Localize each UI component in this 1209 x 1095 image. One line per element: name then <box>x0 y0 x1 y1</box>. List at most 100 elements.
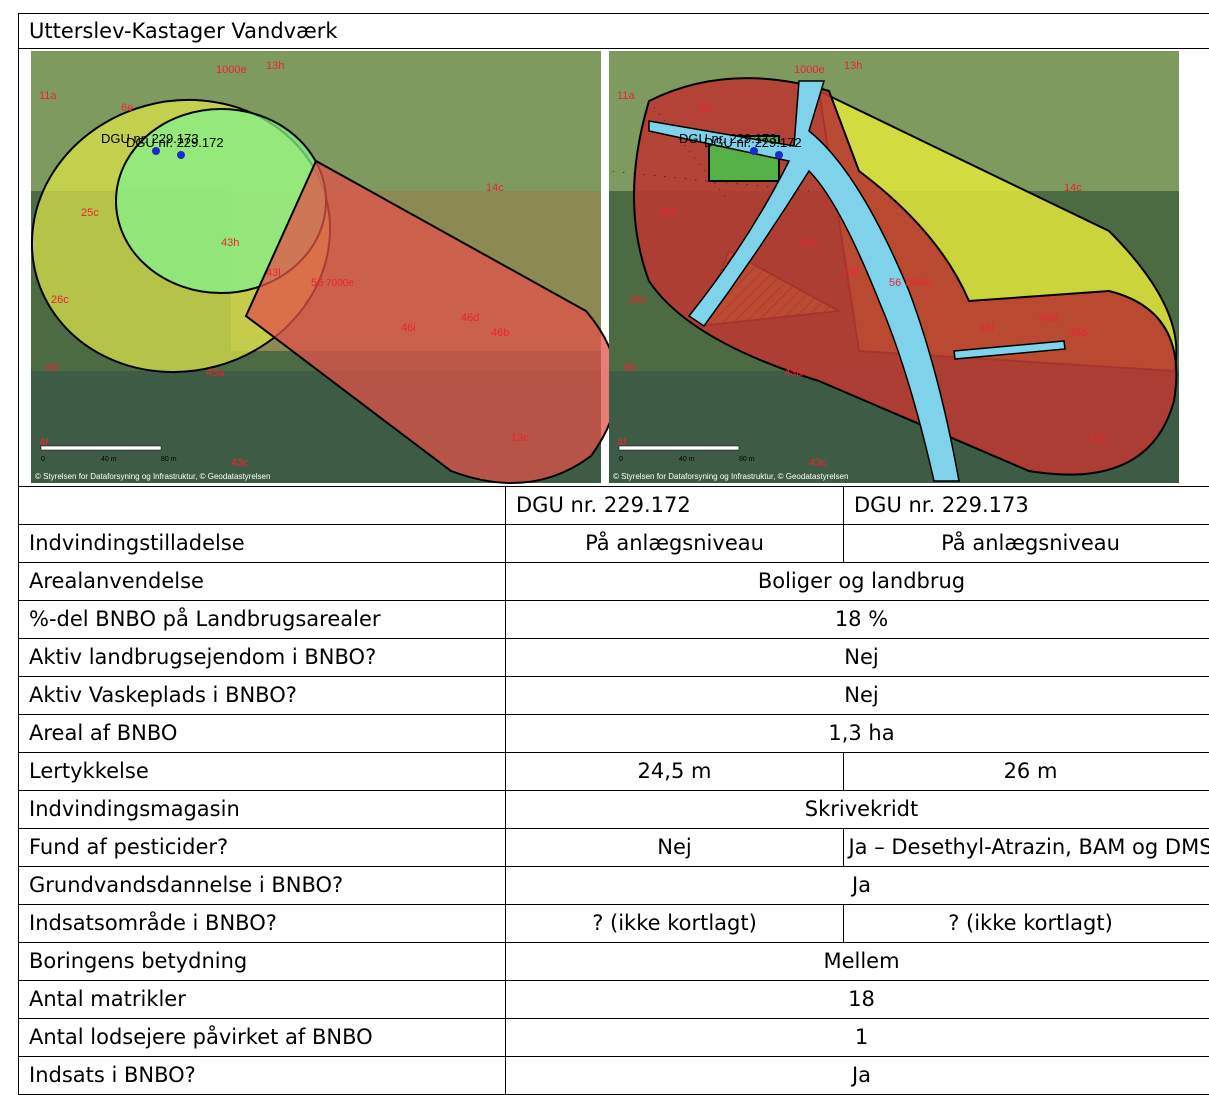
cell: På anlægsniveau <box>844 525 1209 563</box>
cell: 18 <box>506 981 1209 1019</box>
cell: 24,5 m <box>506 753 844 791</box>
cell: Ja <box>506 867 1209 905</box>
row-label: Indsatsområde i BNBO? <box>19 905 506 943</box>
row-label: Areal af BNBO <box>19 715 506 753</box>
map-label: 65 <box>624 362 636 374</box>
map-label: 13c <box>1089 432 1107 444</box>
row-label: Arealanvendelse <box>19 563 506 601</box>
map-label: 43l <box>844 267 859 279</box>
cell: Ja – Desethyl-Atrazin, BAM og DMS <box>844 829 1209 867</box>
cell: ? (ikke kortlagt) <box>844 905 1209 943</box>
table-row: Indsats i BNBO?Ja <box>19 1057 1209 1095</box>
cell: Nej <box>506 639 1209 677</box>
row-label: Antal matrikler <box>19 981 506 1019</box>
map-label: 25c <box>659 207 677 219</box>
map-label: 13h <box>266 60 284 72</box>
map-copyright: © Styrelsen for Dataforsyning og Infrast… <box>613 472 848 481</box>
map-label: DGU nr. 229.172 <box>704 135 802 150</box>
map-label: 13h <box>844 60 862 72</box>
table-row: Indsatsområde i BNBO?? (ikke kortlagt)? … <box>19 905 1209 943</box>
scale-bar <box>619 446 739 450</box>
scale-label: 0 <box>619 456 623 463</box>
map-label: 7000e <box>326 278 354 289</box>
cell: 18 % <box>506 601 1209 639</box>
row-label: Fund af pesticider? <box>19 829 506 867</box>
map-label: 43c <box>231 457 249 469</box>
table-row: Grundvandsdannelse i BNBO?Ja <box>19 867 1209 905</box>
cell: Boliger og landbrug <box>506 563 1209 601</box>
row-label: Grundvandsdannelse i BNBO? <box>19 867 506 905</box>
scale-label: 80 m <box>739 456 755 463</box>
cell: Skrivekridt <box>506 791 1209 829</box>
map-label: 43c <box>809 457 827 469</box>
map-label: 11a <box>617 90 635 102</box>
table-row: Aktiv Vaskeplads i BNBO?Nej <box>19 677 1209 715</box>
map-label: 46b <box>491 327 509 339</box>
map-label: 46b <box>1069 327 1087 339</box>
cell: 1,3 ha <box>506 715 1209 753</box>
map-label: DGU nr. 229.172 <box>126 135 224 150</box>
map-label: 46i <box>401 322 416 334</box>
scale-label: 0 <box>41 456 45 463</box>
map-label: 11a <box>39 90 57 102</box>
map-label: 25c <box>81 207 99 219</box>
map-label: 26c <box>629 294 647 306</box>
cell: ? (ikke kortlagt) <box>506 905 844 943</box>
scale-label: 80 m <box>161 456 177 463</box>
map-label: 43a <box>206 367 225 379</box>
row-label: Lertykkelse <box>19 753 506 791</box>
cell: 1 <box>506 1019 1209 1057</box>
row-label: %-del BNBO på Landbrugsarealer <box>19 601 506 639</box>
column-header: DGU nr. 229.172 <box>506 487 844 525</box>
map-label: 43a <box>784 367 803 379</box>
table-row: Aktiv landbrugsejendom i BNBO?Nej <box>19 639 1209 677</box>
map-label: 1000e <box>216 64 247 76</box>
row-label: Aktiv Vaskeplads i BNBO? <box>19 677 506 715</box>
map-label: 6e <box>121 102 133 114</box>
map-label: 43h <box>221 237 239 249</box>
cell: Ja <box>506 1057 1209 1095</box>
scale-bar <box>41 446 161 450</box>
map-label: 6e <box>699 102 711 114</box>
row-label: Aktiv landbrugsejendom i BNBO? <box>19 639 506 677</box>
scale-label: 40 m <box>679 456 695 463</box>
document: Utterslev-Kastager Vandværk DGU nr. 229.… <box>18 13 1209 1095</box>
map-label: 1000e <box>794 64 825 76</box>
map-label: 46d <box>1039 312 1057 324</box>
row-label: Indsats i BNBO? <box>19 1057 506 1095</box>
map-label: 46i <box>979 322 994 334</box>
row-label: Indvindingstilladelse <box>19 525 506 563</box>
map-label: 7000e <box>904 278 932 289</box>
title: Utterslev-Kastager Vandværk <box>18 13 1209 48</box>
header-cell <box>19 487 506 525</box>
map-copyright: © Styrelsen for Dataforsyning og Infrast… <box>35 472 270 481</box>
scale-label: 40 m <box>101 456 117 463</box>
column-header: DGU nr. 229.173 <box>844 487 1209 525</box>
map-label: 65 <box>46 362 58 374</box>
cell: 26 m <box>844 753 1209 791</box>
cell: Nej <box>506 829 844 867</box>
map-label: 43l <box>266 267 281 279</box>
map-label: 56 <box>889 277 901 289</box>
map-label: 46d <box>461 312 479 324</box>
map-label: 14c <box>486 182 504 194</box>
row-label: Indvindingsmagasin <box>19 791 506 829</box>
row-label: Boringens betydning <box>19 943 506 981</box>
map-label: 14c <box>1064 182 1082 194</box>
cell: På anlægsniveau <box>506 525 844 563</box>
